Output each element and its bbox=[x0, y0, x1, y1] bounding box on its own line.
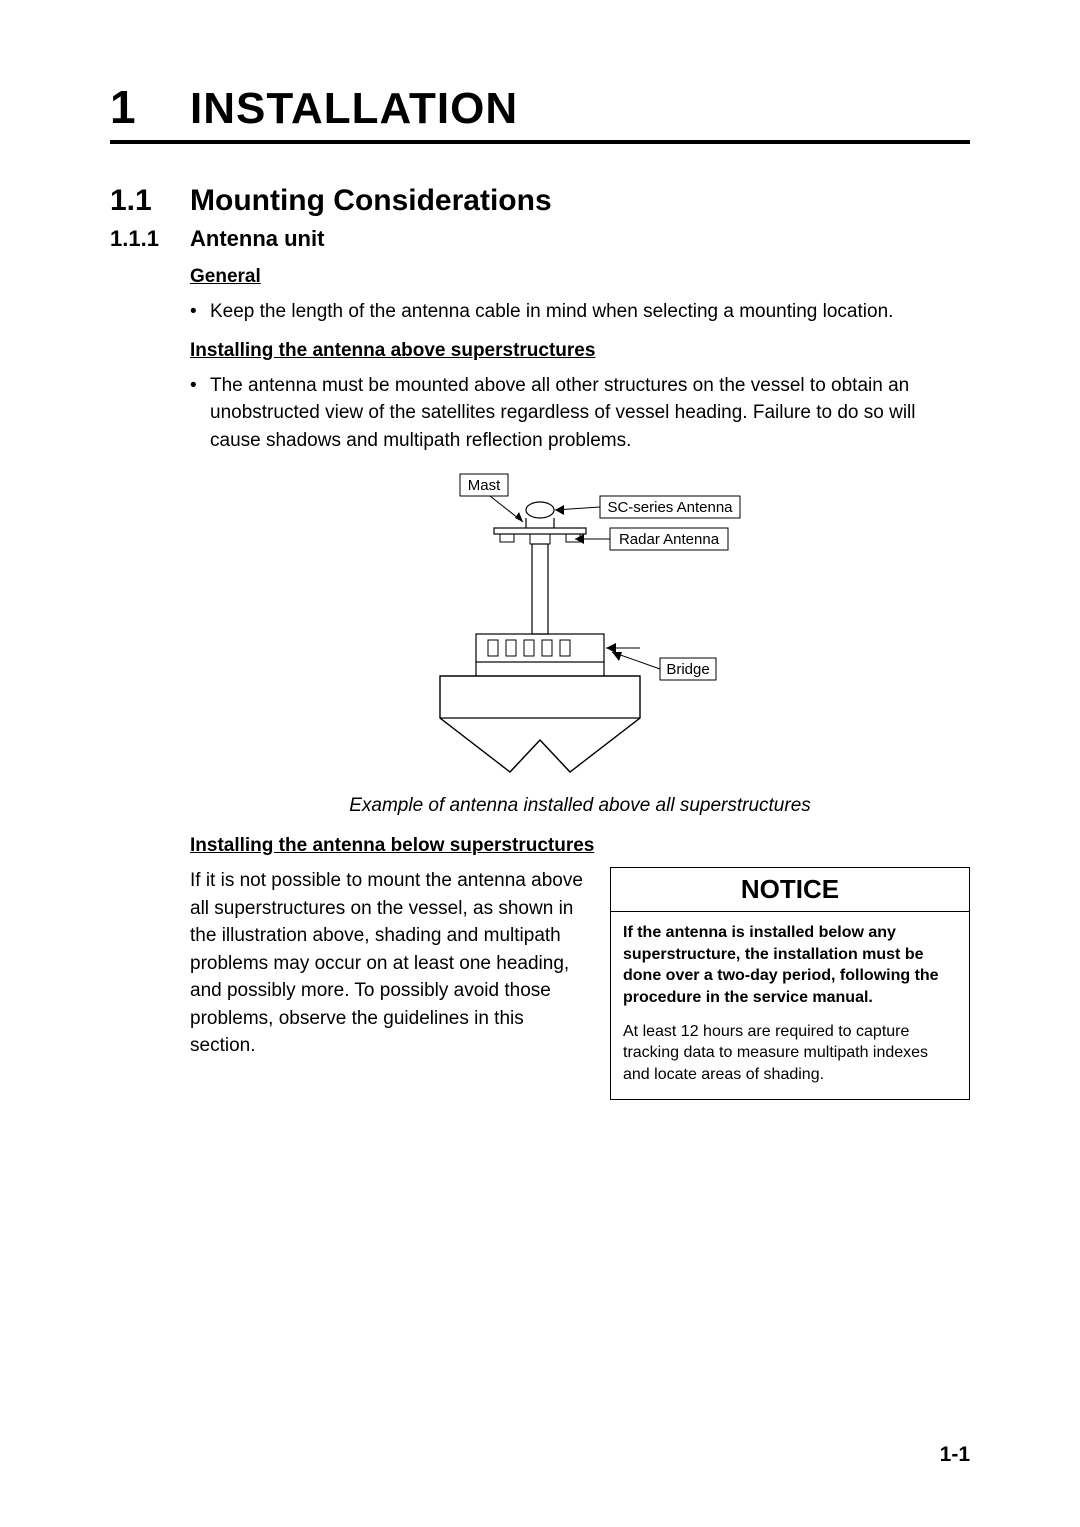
page-number: 1-1 bbox=[940, 1443, 970, 1467]
antenna-diagram: Mast SC-series Antenna Radar Antenna bbox=[190, 472, 970, 787]
chapter-title: INSTALLATION bbox=[190, 84, 518, 134]
bullet-item: • The antenna must be mounted above all … bbox=[190, 372, 970, 455]
chapter-number: 1 bbox=[110, 80, 190, 134]
bullet-dot: • bbox=[190, 298, 210, 326]
section-number: 1.1 bbox=[110, 184, 190, 218]
notice-box: NOTICE If the antenna is installed below… bbox=[610, 867, 970, 1100]
section-heading: 1.1 Mounting Considerations bbox=[110, 184, 970, 218]
subheading-below: Installing the antenna below superstruct… bbox=[190, 835, 970, 857]
diagram-caption: Example of antenna installed above all s… bbox=[190, 795, 970, 817]
bullet-text: Keep the length of the antenna cable in … bbox=[210, 298, 893, 326]
notice-bold-text: If the antenna is installed below any su… bbox=[623, 922, 957, 1008]
bullet-dot: • bbox=[190, 372, 210, 455]
below-two-column: If it is not possible to mount the anten… bbox=[190, 867, 970, 1100]
notice-body-text: At least 12 hours are required to captur… bbox=[623, 1021, 957, 1086]
section-title: Mounting Considerations bbox=[190, 184, 552, 218]
page: 1 INSTALLATION 1.1 Mounting Consideratio… bbox=[0, 0, 1080, 1527]
antenna-diagram-svg: Mast SC-series Antenna Radar Antenna bbox=[380, 472, 780, 782]
notice-body: If the antenna is installed below any su… bbox=[611, 912, 969, 1099]
subheading-above: Installing the antenna above superstruct… bbox=[190, 340, 970, 362]
content-block: General • Keep the length of the antenna… bbox=[190, 266, 970, 1100]
subheading-general: General bbox=[190, 266, 970, 288]
label-sc-antenna: SC-series Antenna bbox=[607, 499, 733, 516]
bullet-text: The antenna must be mounted above all ot… bbox=[210, 372, 970, 455]
subsection-heading: 1.1.1 Antenna unit bbox=[110, 226, 970, 252]
label-bridge: Bridge bbox=[666, 661, 709, 678]
label-radar-antenna: Radar Antenna bbox=[619, 531, 720, 548]
notice-title: NOTICE bbox=[611, 868, 969, 912]
chapter-heading: 1 INSTALLATION bbox=[110, 80, 970, 144]
below-text: If it is not possible to mount the anten… bbox=[190, 867, 588, 1060]
bullet-item: • Keep the length of the antenna cable i… bbox=[190, 298, 970, 326]
subsection-number: 1.1.1 bbox=[110, 226, 190, 252]
subsection-title: Antenna unit bbox=[190, 226, 324, 252]
label-mast: Mast bbox=[468, 477, 501, 494]
